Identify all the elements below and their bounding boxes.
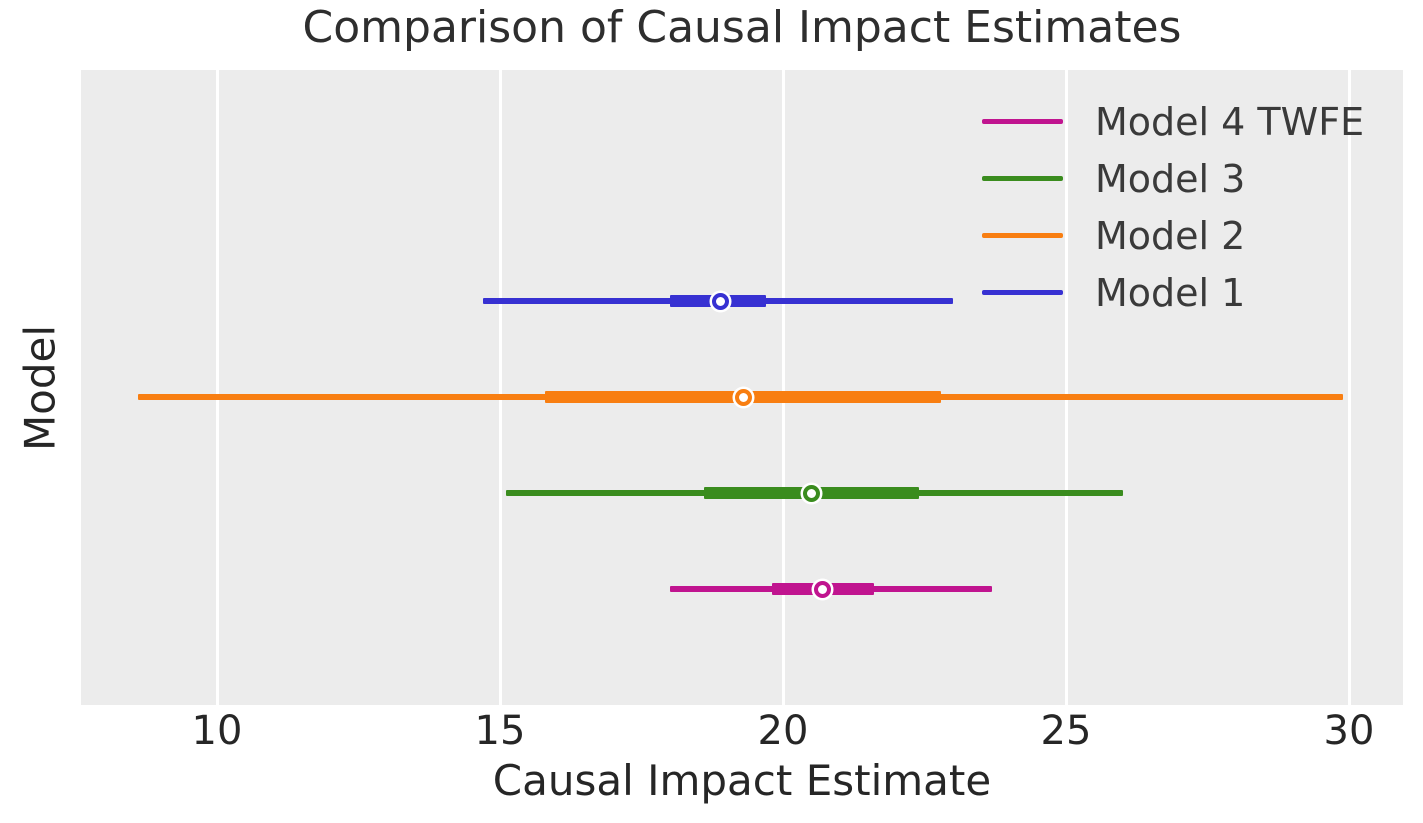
point-estimate-marker [712, 292, 730, 310]
point-estimate-marker [734, 388, 752, 406]
legend-label: Model 2 [1095, 213, 1246, 258]
y-axis-label: Model [15, 324, 65, 452]
legend-label: Model 4 TWFE [1095, 99, 1365, 144]
legend-label: Model 3 [1095, 156, 1246, 201]
plot-area [81, 70, 1403, 705]
legend-line-swatch [982, 290, 1063, 295]
gridline-x-30 [1347, 70, 1351, 705]
legend-line-swatch [982, 233, 1063, 238]
x-tick-label: 15 [474, 708, 526, 754]
x-tick-label: 20 [757, 708, 809, 754]
x-tick-label: 25 [1040, 708, 1092, 754]
chart-title: Comparison of Causal Impact Estimates [302, 2, 1182, 53]
legend-line-swatch [982, 176, 1063, 181]
x-tick-label: 30 [1323, 708, 1375, 754]
gridline-x-15 [498, 70, 502, 705]
gridline-x-20 [781, 70, 785, 705]
legend-entry: Model 1 [982, 264, 1364, 321]
legend-entry: Model 2 [982, 207, 1364, 264]
point-estimate-marker [814, 580, 832, 598]
point-estimate-marker [802, 484, 820, 502]
legend-entry: Model 3 [982, 150, 1364, 207]
legend-label: Model 1 [1095, 270, 1246, 315]
x-axis-label: Causal Impact Estimate [492, 756, 992, 805]
gridline-x-10 [215, 70, 219, 705]
gridline-x-25 [1064, 70, 1068, 705]
legend-entry: Model 4 TWFE [982, 93, 1364, 150]
x-tick-label: 10 [191, 708, 243, 754]
legend: Model 4 TWFE Model 3 Model 2 Model 1 [982, 93, 1364, 321]
legend-line-swatch [982, 119, 1063, 124]
